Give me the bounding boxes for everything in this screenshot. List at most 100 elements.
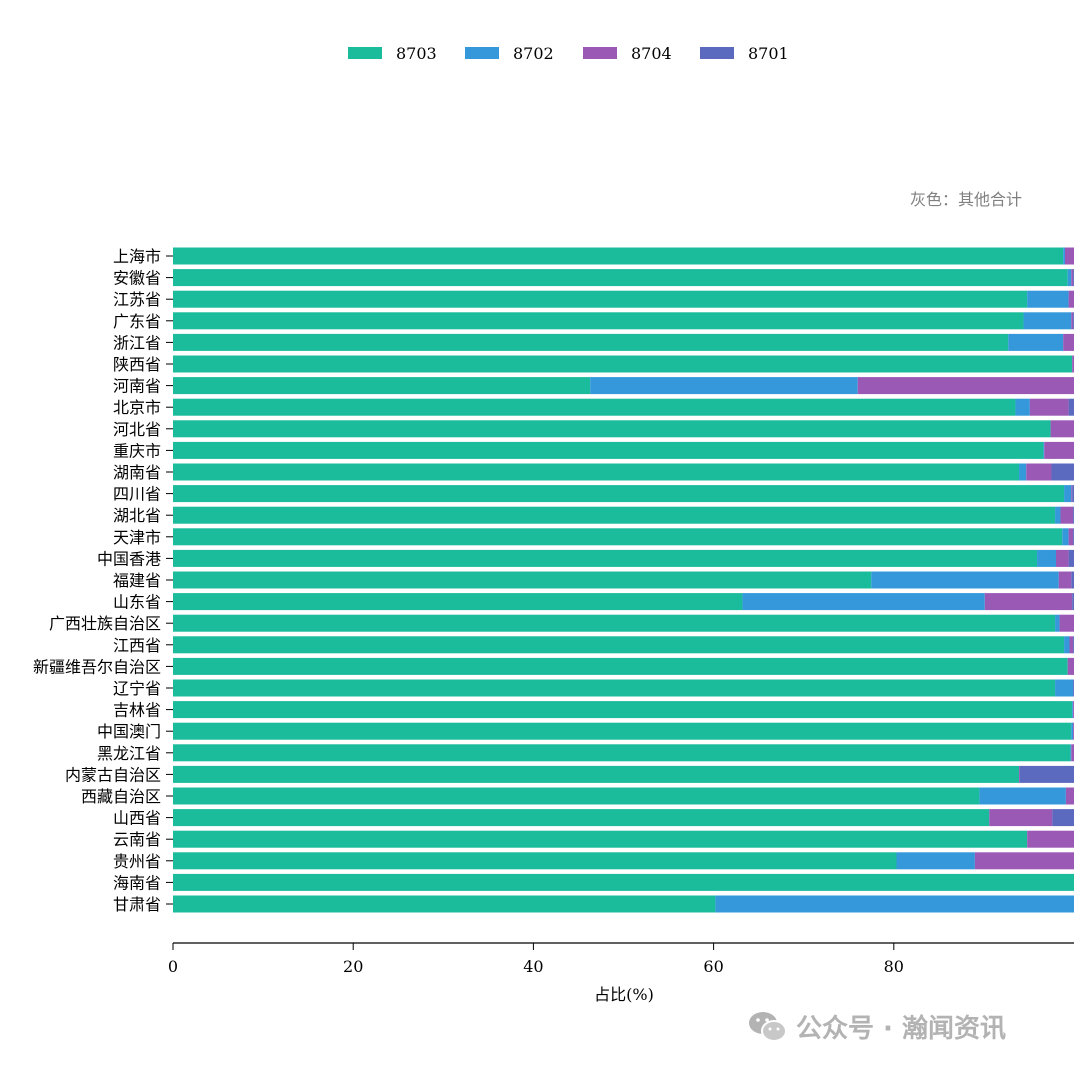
x-tick-label: 80 [884,957,904,976]
legend-label: 8701 [748,44,789,63]
bar-8703-江西省 [173,636,1065,654]
bar-8703-江苏省 [173,290,1028,308]
y-tick-label: 山东省 [113,593,161,612]
bar-8702-吉林省 [1072,701,1074,719]
watermark-text: 公众号 · 瀚闻资讯 [796,1014,1006,1044]
bar-8703-福建省 [173,571,872,589]
bar-8703-浙江省 [173,333,1009,351]
x-tick-label: 0 [168,957,178,976]
wechat-icon [748,1010,788,1044]
bar-8704-北京市 [1029,398,1069,416]
legend-label: 8702 [513,44,554,63]
bar-8704-陕西省 [1072,355,1074,373]
bar-8703-湖南省 [173,463,1020,481]
bar-8703-安徽省 [173,269,1068,287]
bar-8702-黑龙江省 [1070,744,1072,762]
bar-8702-贵州省 [896,852,975,870]
y-tick-label: 湖北省 [113,506,161,525]
bar-8704-湖北省 [1060,506,1074,524]
y-tick-label: 广西壮族自治区 [49,614,161,633]
bar-8702-福建省 [871,571,1059,589]
bar-8703-内蒙古自治区 [173,765,1020,783]
y-tick-label: 贵州省 [113,852,161,871]
legend-swatch [465,47,499,59]
bar-8703-贵州省 [173,852,897,870]
y-tick-label: 广东省 [113,312,161,331]
bar-8702-北京市 [1015,398,1030,416]
bar-8702-江苏省 [1027,290,1069,308]
bar-8703-中国澳门 [173,722,1072,740]
bar-8702-西藏自治区 [979,787,1066,805]
bar-8703-四川省 [173,485,1065,503]
bar-8704-重庆市 [1044,441,1074,459]
bar-8704-广西壮族自治区 [1059,614,1074,632]
bar-8704-西藏自治区 [1065,787,1074,805]
bar-8704-新疆维吾尔自治区 [1067,657,1074,675]
bar-8703-黑龙江省 [173,744,1071,762]
bar-8701-四川省 [1072,485,1074,503]
bar-8704-江西省 [1069,636,1074,654]
bar-8704-上海市 [1064,247,1074,265]
legend: 8703 8702 8704 8701 [348,44,789,63]
bar-8704-吉林省 [1073,701,1074,719]
bar-8704-河南省 [857,377,1074,395]
bar-8704-广东省 [1071,312,1074,330]
bar-8701-江西省 [1073,636,1074,654]
bars-group [173,247,1074,913]
bar-8702-河南省 [590,377,858,395]
bar-8702-甘肃省 [715,895,1074,913]
bar-8704-中国澳门 [1073,722,1074,740]
bar-8702-重庆市 [1043,441,1045,459]
x-tick-label: 20 [343,957,363,976]
bar-8701-湖南省 [1051,463,1074,481]
bar-8702-湖北省 [1055,506,1061,524]
x-tick-label: 60 [703,957,723,976]
y-tick-label: 吉林省 [113,701,161,720]
y-tick-label: 新疆维吾尔自治区 [33,657,161,676]
bar-8701-山东省 [1072,593,1074,611]
y-tick-label: 西藏自治区 [81,787,161,806]
bar-8701-安徽省 [1073,269,1074,287]
x-tick-label: 40 [523,957,543,976]
y-tick-label: 河南省 [113,377,161,396]
y-tick-label: 黑龙江省 [97,744,161,763]
legend-label: 8703 [396,44,437,63]
bar-8704-云南省 [1027,830,1074,848]
bar-8704-安徽省 [1071,269,1074,287]
bar-8701-天津市 [1073,528,1074,546]
bar-8703-陕西省 [173,355,1073,373]
watermark: 公众号 · 瀚闻资讯 [748,1008,1006,1045]
legend-item-8701: 8701 [700,44,789,63]
y-tick-label: 湖南省 [113,463,161,482]
bar-8704-湖南省 [1026,463,1052,481]
y-tick-label: 安徽省 [113,269,161,288]
bar-8703-西藏自治区 [173,787,980,805]
bar-8702-广西壮族自治区 [1055,614,1060,632]
bar-8703-北京市 [173,398,1016,416]
x-axis-label: 占比(%) [594,985,654,1004]
bar-8701-北京市 [1068,398,1074,416]
bar-8703-广西壮族自治区 [173,614,1056,632]
bar-8704-中国香港 [1055,549,1069,567]
y-tick-label: 陕西省 [113,355,161,374]
bar-8703-上海市 [173,247,1064,265]
legend-swatch [583,47,617,59]
bar-8701-福建省 [1071,571,1074,589]
y-tick-label: 云南省 [113,830,161,849]
y-tick-label: 辽宁省 [113,679,161,698]
bar-8703-山东省 [173,593,743,611]
bar-8703-中国香港 [173,549,1038,567]
legend-item-8702: 8702 [465,44,554,63]
y-tick-label: 重庆市 [113,441,161,460]
bar-8703-湖北省 [173,506,1056,524]
bar-8703-山西省 [173,809,990,827]
bar-8703-重庆市 [173,441,1044,459]
y-tick-label: 河北省 [113,420,161,439]
bar-8703-新疆维吾尔自治区 [173,657,1068,675]
y-tick-label: 天津市 [113,528,161,547]
bar-8702-广东省 [1023,312,1072,330]
legend-swatch [700,47,734,59]
bar-8704-山西省 [989,809,1053,827]
y-tick-label: 中国澳门 [97,722,161,741]
